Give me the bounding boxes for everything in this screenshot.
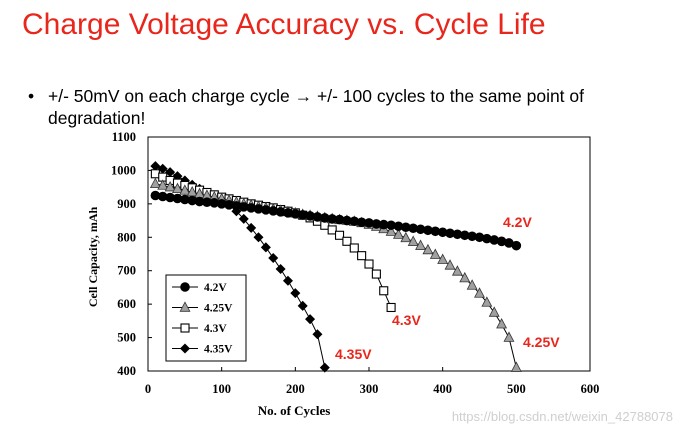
data-point bbox=[275, 264, 286, 275]
data-point bbox=[319, 362, 330, 373]
watermark: https://blog.csdn.net/weixin_42788078 bbox=[451, 409, 673, 424]
x-tick-label: 600 bbox=[581, 382, 600, 396]
data-point bbox=[179, 301, 191, 312]
legend-label: 4.25V bbox=[204, 303, 233, 315]
data-point bbox=[179, 184, 191, 195]
data-point bbox=[290, 288, 301, 299]
data-point bbox=[164, 180, 176, 192]
x-axis-label: No. of Cycles bbox=[258, 403, 331, 418]
data-point bbox=[429, 248, 441, 259]
y-tick-label: 1000 bbox=[111, 163, 136, 177]
data-point bbox=[180, 323, 190, 333]
data-point bbox=[180, 282, 190, 292]
data-point bbox=[415, 239, 427, 250]
data-point bbox=[305, 314, 316, 325]
data-point bbox=[334, 230, 345, 240]
series-end-label: 4.25V bbox=[523, 334, 560, 350]
data-point bbox=[172, 182, 183, 194]
data-point bbox=[379, 286, 389, 296]
data-point bbox=[481, 296, 493, 307]
y-tick-label: 1100 bbox=[112, 130, 136, 144]
data-point bbox=[371, 269, 381, 279]
data-point bbox=[393, 228, 404, 239]
data-point bbox=[451, 265, 463, 276]
data-point bbox=[466, 279, 478, 290]
y-tick-label: 400 bbox=[117, 364, 136, 378]
data-point bbox=[268, 253, 279, 264]
data-point bbox=[474, 287, 485, 298]
bullet-text-part-a: +/- 50mV on each charge cycle bbox=[48, 86, 290, 106]
y-axis-label: Cell Capacity, mAh bbox=[86, 207, 100, 308]
data-point bbox=[400, 231, 412, 243]
y-tick-label: 600 bbox=[117, 297, 136, 311]
data-point bbox=[496, 318, 508, 329]
data-point bbox=[503, 331, 515, 342]
data-point bbox=[297, 300, 308, 311]
y-tick-label: 500 bbox=[117, 331, 136, 345]
legend-label: 4.35V bbox=[204, 344, 233, 356]
x-tick-label: 400 bbox=[433, 382, 452, 396]
data-point bbox=[437, 253, 449, 264]
data-point bbox=[349, 243, 359, 253]
data-point bbox=[157, 179, 169, 190]
data-point bbox=[444, 259, 456, 270]
series-end-label: 4.35V bbox=[335, 346, 372, 362]
data-point bbox=[357, 251, 367, 261]
series-end-label: 4.2V bbox=[503, 214, 532, 230]
y-tick-label: 800 bbox=[117, 230, 136, 244]
data-point bbox=[312, 329, 323, 340]
data-point bbox=[179, 343, 191, 354]
data-point bbox=[327, 225, 337, 235]
data-point bbox=[407, 235, 419, 246]
legend-box bbox=[165, 274, 247, 362]
data-point bbox=[422, 243, 434, 255]
data-point bbox=[488, 306, 500, 317]
legend-label: 4.2V bbox=[204, 282, 227, 294]
data-point bbox=[459, 271, 471, 283]
data-point bbox=[149, 177, 161, 189]
data-point bbox=[238, 213, 249, 224]
data-point bbox=[246, 222, 257, 233]
data-point bbox=[510, 361, 522, 372]
y-tick-label: 700 bbox=[117, 264, 136, 278]
slide-title: Charge Voltage Accuracy vs. Cycle Life bbox=[22, 8, 546, 41]
data-point bbox=[150, 169, 160, 179]
bullet-marker: • bbox=[28, 86, 35, 106]
bullet-text-part-c: degradation! bbox=[48, 108, 146, 128]
data-point bbox=[385, 225, 397, 236]
series-4-2V bbox=[150, 190, 522, 251]
x-tick-label: 300 bbox=[360, 382, 379, 396]
data-point bbox=[260, 242, 271, 253]
legend-label: 4.3V bbox=[204, 323, 227, 335]
data-point bbox=[342, 236, 352, 246]
x-tick-label: 200 bbox=[286, 382, 305, 396]
x-tick-label: 100 bbox=[212, 382, 231, 396]
data-point bbox=[511, 240, 522, 251]
bullet-text: +/- 50mV on each charge cycle → +/- 100 … bbox=[48, 85, 668, 129]
x-tick-label: 0 bbox=[145, 382, 151, 396]
bullet-text-part-b: +/- 100 cycles to the same point of bbox=[316, 86, 585, 106]
arrow-right-icon: → bbox=[294, 86, 313, 106]
y-tick-label: 900 bbox=[117, 197, 136, 211]
x-tick-label: 500 bbox=[507, 382, 526, 396]
data-point bbox=[282, 275, 293, 286]
data-point bbox=[386, 302, 396, 313]
data-point bbox=[364, 259, 374, 269]
data-point bbox=[253, 232, 264, 243]
series-end-label: 4.3V bbox=[392, 312, 421, 328]
